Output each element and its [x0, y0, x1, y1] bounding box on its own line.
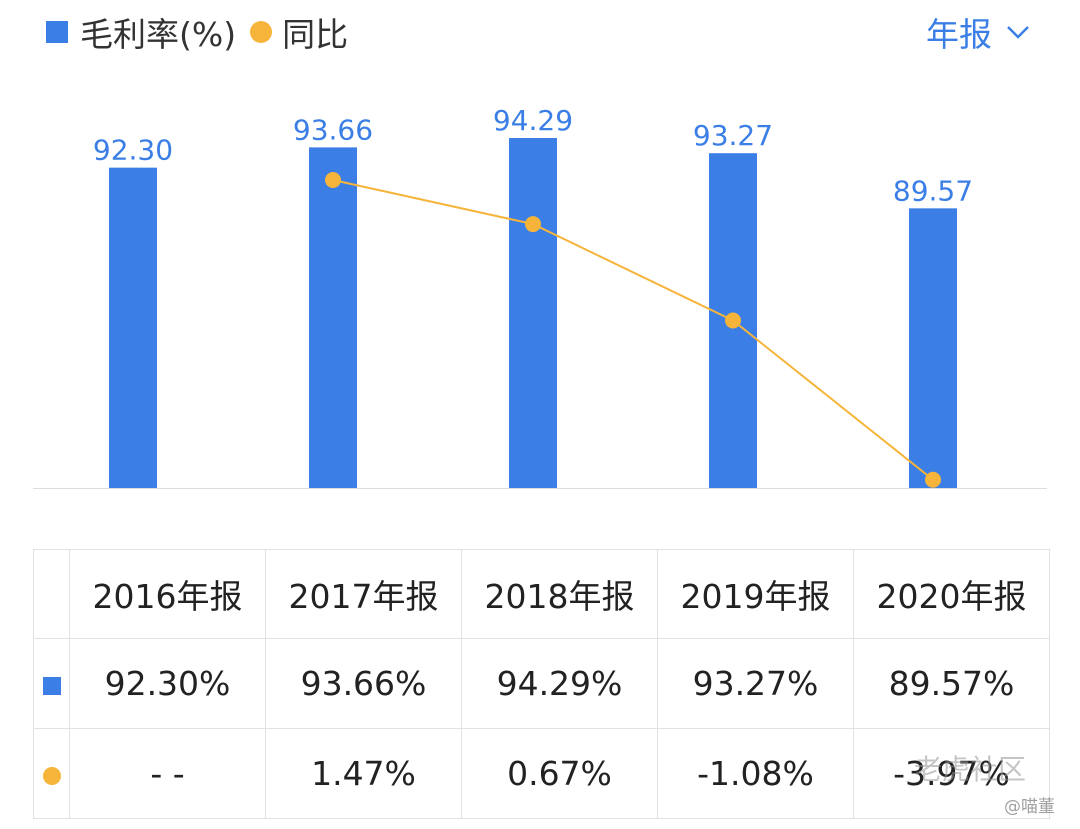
watermark-site: 老虎社区 [914, 753, 1027, 786]
table-cell: -3.97% [853, 728, 1050, 819]
bar[interactable] [109, 167, 157, 488]
chevron-down-icon [1007, 26, 1029, 39]
bar-legend-swatch [46, 21, 68, 43]
line-legend-label: 同比 [282, 15, 349, 54]
bar-legend-label: 毛利率(%) [80, 15, 237, 54]
period-selector[interactable]: 年报 [926, 10, 1030, 54]
table-cell: -1.08% [657, 728, 854, 819]
bar-value-label: 92.30 [93, 134, 173, 167]
yoy-point[interactable] [325, 172, 341, 188]
table-cell: 93.27% [657, 638, 854, 729]
table-header-cell: 2019年报 [657, 549, 854, 639]
row-marker-cell [33, 728, 70, 819]
bar-value-label: 89.57 [893, 174, 973, 207]
bar-value-label: 94.29 [493, 104, 573, 137]
yoy-point[interactable] [525, 216, 541, 233]
gross-margin-chart: 92.30 93.66 94.29 93.27 89.57 [33, 104, 1047, 489]
table-row-yoy: - - 1.47% 0.67% -1.08% -3.97% [33, 728, 1050, 819]
table-header-cell: 2016年报 [69, 549, 266, 639]
table-cell: - - [69, 728, 266, 819]
bar-row-marker [42, 677, 61, 695]
table-header-row: 2016年报 2017年报 2018年报 2019年报 2020年报 [33, 549, 1050, 639]
yoy-line [332, 179, 934, 481]
row-marker-cell [33, 638, 70, 729]
table-header-cell: 2020年报 [853, 549, 1050, 639]
bar-value-label: 93.66 [293, 113, 373, 146]
watermark-user: @喵董 [1004, 797, 1055, 817]
table-cell: 94.29% [461, 638, 658, 729]
chart-legend: 毛利率(%) 同比 [46, 10, 348, 54]
table-cell: 92.30% [69, 638, 266, 729]
bar[interactable] [309, 147, 357, 488]
bar[interactable] [909, 208, 957, 488]
line-row-marker [42, 767, 61, 785]
data-table: 2016年报 2017年报 2018年报 2019年报 2020年报 92.30… [33, 549, 1050, 819]
table-header-cell: 2018年报 [461, 549, 658, 639]
yoy-point[interactable] [725, 312, 741, 329]
table-cell: 89.57% [853, 638, 1050, 729]
table-cell: 1.47% [265, 728, 462, 819]
period-selector-label: 年报 [926, 15, 992, 54]
bar-value-label: 93.27 [693, 119, 773, 152]
table-cell: 93.66% [265, 638, 462, 729]
table-corner-cell [33, 549, 70, 639]
table-header-cell: 2017年报 [265, 549, 462, 639]
table-cell: 0.67% [461, 728, 658, 819]
line-legend-swatch [250, 21, 273, 43]
yoy-point[interactable] [925, 471, 941, 488]
bar[interactable] [509, 138, 557, 488]
table-row-margin: 92.30% 93.66% 94.29% 93.27% 89.57% [33, 638, 1050, 729]
